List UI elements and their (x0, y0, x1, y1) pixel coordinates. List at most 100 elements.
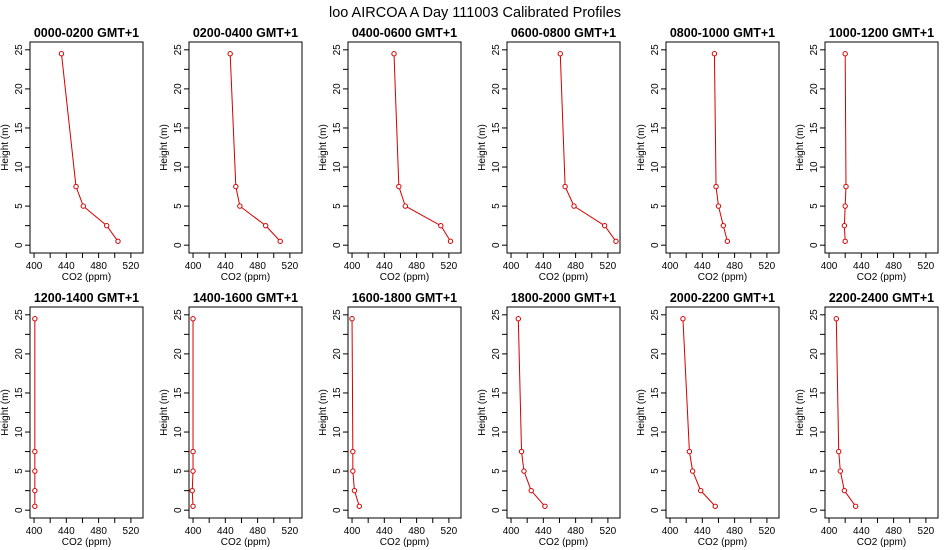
profile-segment (517, 318, 523, 452)
profile-point (724, 238, 731, 244)
profile-point (73, 183, 79, 190)
panel-title: 0600-0800 GMT+1 (511, 26, 616, 40)
profile-point (713, 183, 719, 190)
y-tick-label: 20 (332, 348, 343, 360)
x-tick-label: 480 (90, 526, 107, 537)
x-axis-label: CO2 (ppm) (380, 537, 429, 548)
panel-grid: 0000-0200 GMT+1400 440 480 5200510152025CO2… (0, 26, 939, 548)
y-tick-label: 20 (491, 83, 502, 95)
x-axis-label: CO2 (ppm) (539, 537, 588, 548)
y-tick-label: 15 (650, 387, 661, 399)
profile-point (841, 487, 848, 494)
x-tick-label: 400 (662, 526, 679, 537)
x-tick-label: 520 (600, 526, 617, 537)
x-tick-label: 400 (26, 526, 43, 537)
profile-point (842, 238, 848, 244)
x-tick-label: 480 (90, 261, 107, 272)
plot-frame (824, 41, 939, 254)
profile-segment (239, 205, 266, 227)
y-tick-label: 15 (491, 387, 502, 399)
x-tick-label: 400 (26, 261, 43, 272)
profile-panel-12: 2200-2400 GMT+1 400 440 480 520 0 5 10 15 20 25 CO2… (795, 291, 939, 548)
x-tick-label: 440 (853, 261, 870, 272)
profile-point (518, 448, 525, 455)
y-tick-label: 15 (173, 387, 184, 399)
profile-point (32, 316, 38, 322)
profile-point (32, 448, 38, 455)
profile-point (720, 222, 727, 229)
profile-segment (717, 205, 724, 226)
x-tick-label: 480 (885, 526, 902, 537)
profile-segment (713, 53, 717, 187)
profile-point (698, 487, 704, 494)
y-tick-label: 25 (332, 44, 343, 56)
x-tick-label: 440 (58, 526, 75, 537)
x-tick-label: 440 (694, 261, 711, 272)
x-tick-label: 440 (535, 261, 552, 272)
y-axis-label: Height (m) (795, 124, 806, 171)
y-tick-label: 20 (332, 83, 343, 95)
panel-title: 2000-2200 GMT+1 (670, 291, 775, 305)
x-tick-label: 480 (249, 261, 266, 272)
profile-point (58, 51, 65, 57)
x-tick-label: 440 (376, 526, 393, 537)
y-tick-label: 0 (173, 507, 184, 513)
plot-frame (506, 306, 621, 519)
y-tick-label: 15 (14, 387, 25, 399)
profile-point (689, 468, 696, 474)
profile-point (391, 51, 397, 57)
y-tick-label: 20 (173, 348, 184, 360)
profile-segment (839, 471, 845, 491)
y-tick-label: 5 (332, 468, 343, 474)
profile-point (80, 203, 86, 209)
x-tick-label: 520 (441, 261, 458, 272)
x-tick-label: 400 (821, 261, 838, 272)
y-tick-label: 20 (809, 348, 820, 360)
y-tick-label: 15 (14, 122, 25, 134)
x-tick-label: 480 (408, 261, 425, 272)
y-tick-label: 5 (650, 468, 661, 474)
x-tick-label: 400 (185, 261, 202, 272)
y-tick-label: 15 (809, 387, 820, 399)
profile-point (515, 316, 521, 322)
x-tick-label: 520 (441, 526, 458, 537)
x-tick-label: 520 (918, 261, 935, 272)
y-tick-label: 20 (173, 83, 184, 95)
y-tick-label: 20 (809, 83, 820, 95)
x-axis-label: CO2 (ppm) (698, 272, 747, 283)
profile-panel-4: 0600-0800 GMT+1 400 440 480 520 0 5 10 15 20 25 CO2… (477, 26, 621, 283)
profile-point (189, 487, 195, 494)
profile-panel-6: 1000-1200 GMT+1 400 440 480 520 0 5 10 15 20 25 CO2… (795, 26, 939, 283)
profile-segment (353, 490, 360, 507)
profile-point (837, 468, 844, 474)
x-tick-label: 520 (282, 526, 299, 537)
profile-point (32, 468, 38, 474)
profile-point (601, 222, 608, 229)
profile-point (542, 503, 548, 509)
y-axis-label: Height (m) (0, 389, 11, 436)
profile-panel-11: 2000-2200 GMT+1 400 440 480 520 0 5 10 15 20 25 CO2… (636, 291, 780, 548)
profile-panel-9: 1600-1800 GMT+1 400 440 480 520 0 5 10 15 20 25 CO2… (318, 291, 462, 548)
y-tick-label: 10 (14, 426, 25, 438)
profile-point (562, 183, 568, 190)
profile-point (686, 448, 693, 455)
profile-segment (844, 186, 847, 207)
x-tick-label: 480 (726, 261, 743, 272)
y-tick-label: 25 (809, 309, 820, 321)
x-axis-label: CO2 (ppm) (698, 537, 747, 548)
panel-title: 1800-2000 GMT+1 (511, 291, 616, 305)
x-tick-label: 520 (759, 261, 776, 272)
profile-point (396, 183, 402, 190)
y-axis-label: Height (m) (159, 124, 170, 171)
figure-title: loo AIRCOA A Day 111003 Calibrated Profi… (329, 5, 621, 21)
panel-title: 1200-1400 GMT+1 (34, 291, 139, 305)
x-axis-label: CO2 (ppm) (857, 537, 906, 548)
x-tick-label: 440 (217, 526, 234, 537)
profile-segment (398, 186, 406, 207)
y-tick-label: 25 (14, 44, 25, 56)
profile-point (350, 468, 356, 474)
y-tick-label: 10 (650, 161, 661, 173)
y-axis-label: Height (m) (477, 389, 488, 436)
y-tick-label: 25 (173, 44, 184, 56)
